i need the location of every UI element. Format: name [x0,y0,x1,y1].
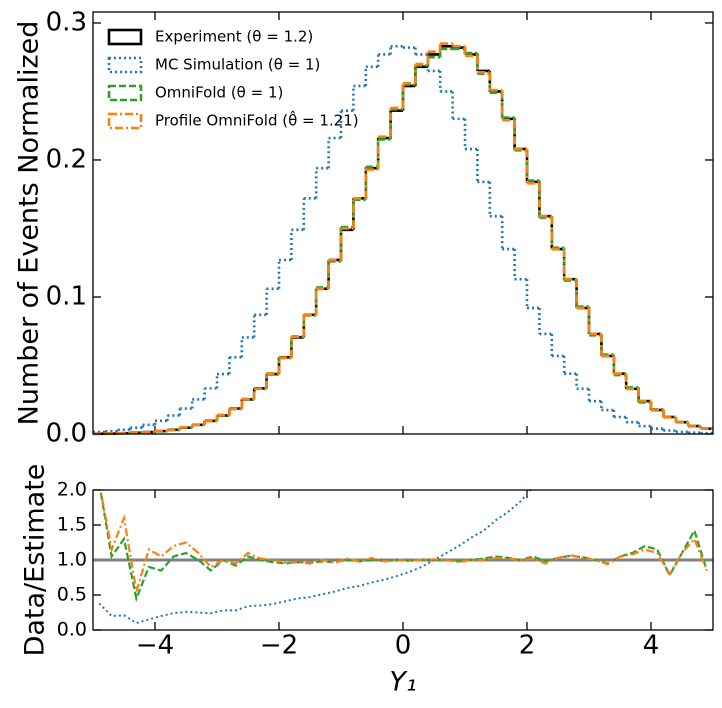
legend-swatch [107,56,143,74]
y-tick-label: 0.2 [46,144,87,174]
y-tick-label: 2.0 [57,479,87,501]
legend-swatch [107,28,143,46]
x-tick-label: −2 [260,631,298,661]
ratio-line [99,490,708,603]
y-tick-label: 0.0 [57,619,87,641]
y-tick-label: 0.5 [57,584,87,606]
legend-label: Experiment (θ = 1.2) [155,28,313,46]
y-tick-label: 1.5 [57,514,87,536]
y-tick-label: 0.1 [46,281,87,311]
x-tick-label: 4 [643,631,660,661]
x-tick-label: −4 [136,631,174,661]
ratio-line [98,490,532,625]
axes-frame [92,11,714,435]
legend-label: OmniFold (θ = 1) [155,84,283,102]
y-tick-label: 1.0 [57,549,87,571]
y-tick-label: 0.0 [46,419,87,449]
x-axis-label: Y₁ [389,667,416,698]
legend-label: Profile OmniFold (θ̂ = 1.21) [155,110,359,130]
x-tick-label: 0 [395,631,412,661]
legend-swatch [107,84,143,102]
plot-area [98,490,708,625]
y-tick-label: 0.3 [46,7,87,37]
x-tick-label: 2 [519,631,536,661]
ratio-line [99,490,708,592]
legend-label: MC Simulation (θ = 1) [155,56,320,74]
axes-frame [92,489,714,631]
y-axis-label: Number of Events Normalized [14,21,45,426]
legend-swatch [107,112,143,130]
y-axis-label: Data/Estimate [20,464,51,657]
